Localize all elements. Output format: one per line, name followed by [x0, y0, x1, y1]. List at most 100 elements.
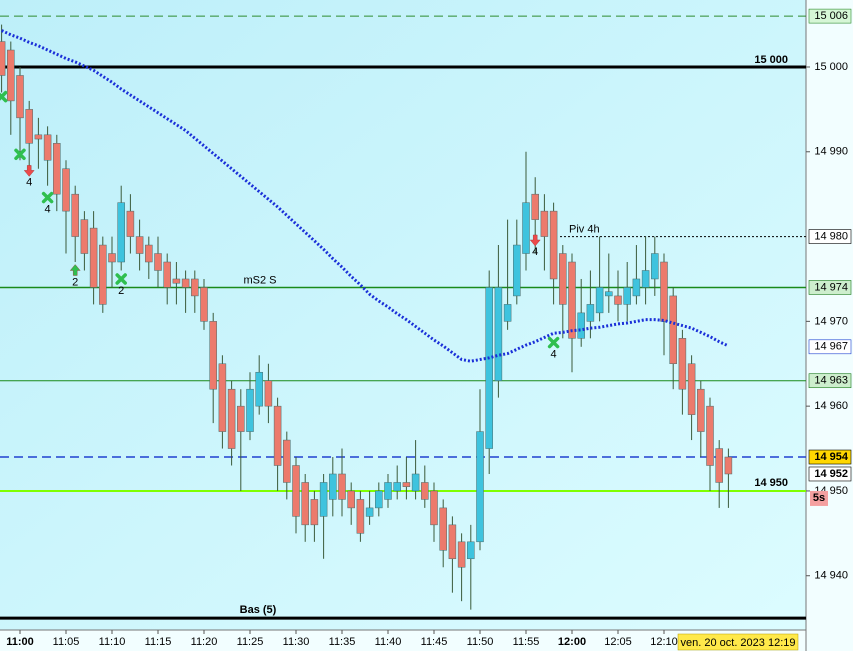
candle-body: [448, 524, 457, 560]
candle-body: [264, 380, 273, 407]
x-tick-label: 12:05: [604, 636, 632, 648]
candle-body: [200, 287, 208, 322]
candle-body: [411, 473, 420, 492]
candle-body: [623, 287, 631, 305]
candle-body: [614, 295, 622, 305]
signal-cross: [14, 148, 26, 161]
price-box-label: 15 006: [814, 10, 848, 22]
candle-body: [191, 278, 199, 297]
candle-body: [375, 490, 383, 509]
signal-label: 4: [532, 246, 538, 258]
level-label: Bas (5): [240, 604, 277, 616]
candle-body: [697, 388, 705, 432]
candle-body: [660, 261, 668, 322]
y-tick-label: 14 960: [814, 400, 848, 412]
candle-body: [641, 270, 650, 288]
candle-body: [181, 278, 190, 288]
signal-cross: [0, 90, 8, 103]
timestamp-box: [677, 633, 799, 651]
candle-body: [209, 321, 217, 390]
x-tick-label: 11:55: [513, 636, 540, 648]
price-box-label: 14 954: [814, 451, 849, 463]
candle-body: [117, 202, 125, 263]
signal-label: 4: [45, 203, 51, 215]
time-axis: [0, 630, 806, 651]
price-box-label: 14 967: [814, 341, 848, 353]
candle-body: [53, 143, 61, 195]
price-box: [808, 229, 852, 244]
candle-body: [586, 304, 595, 322]
candle-body: [706, 405, 714, 466]
signal-label: 4: [551, 348, 557, 360]
signal-label: 4: [26, 176, 32, 188]
candle-body: [577, 312, 585, 339]
candle-body: [568, 261, 576, 339]
candle-body: [34, 134, 43, 140]
candle-body: [393, 482, 401, 492]
price-box-label: 14 974: [814, 281, 848, 293]
timer: 5s: [813, 492, 825, 504]
x-tick-label: 11:50: [467, 636, 494, 648]
candle-body: [347, 490, 355, 509]
x-tick-label: 11:00: [6, 636, 34, 648]
candle-body: [651, 253, 659, 280]
candle-body: [108, 253, 116, 263]
candle-body: [319, 482, 328, 517]
price-box: [808, 466, 852, 482]
candle-body: [476, 431, 484, 543]
price-box-label: 14 980: [814, 230, 848, 242]
x-tick-label: 11:15: [145, 636, 172, 648]
candle-body: [531, 193, 539, 220]
candle-body: [43, 134, 52, 161]
candle-body: [80, 219, 89, 254]
candle-body: [457, 541, 466, 568]
signal-cross: [547, 336, 560, 349]
candle-body: [310, 499, 319, 526]
candle-body: [678, 338, 687, 390]
candle-body: [7, 49, 15, 102]
candle-body: [283, 439, 291, 483]
candle-body: [338, 473, 346, 500]
moving-average: [0, 29, 730, 363]
candle-body: [135, 236, 144, 254]
x-tick-label: 11:05: [53, 636, 80, 648]
y-tick-label: 14 990: [814, 146, 848, 158]
signal-label: 2: [72, 276, 78, 288]
signal-cross: [41, 191, 54, 204]
y-tick-label: 15 000: [814, 61, 848, 73]
level-label: 15 000: [754, 54, 788, 66]
candle-body: [62, 168, 70, 212]
candle-body: [522, 202, 530, 254]
candle-body: [559, 253, 567, 305]
signal-cross: [115, 273, 127, 285]
signal-arrow: [69, 264, 81, 276]
candle-body: [384, 482, 392, 500]
candle-body: [430, 490, 438, 526]
candle-body: [605, 291, 613, 297]
x-tick-label: 11:10: [99, 636, 126, 648]
x-tick-label: 11:20: [191, 636, 218, 648]
candle-body: [715, 448, 723, 483]
candle-body: [273, 405, 282, 466]
candle-body: [25, 109, 33, 144]
candle-body: [99, 244, 107, 305]
x-tick-label: 12:00: [558, 636, 586, 648]
candle-body: [687, 363, 696, 415]
candle-body: [669, 295, 677, 365]
candle-body: [439, 507, 447, 551]
candle-body: [503, 304, 512, 322]
signal-arrow: [529, 234, 541, 247]
candle-body: [227, 388, 236, 449]
x-tick-label: 11:35: [329, 636, 356, 648]
price-box: [808, 339, 852, 355]
candle-body: [549, 210, 558, 280]
price-box: [808, 449, 852, 465]
signal-arrow: [23, 165, 35, 177]
candle-body: [595, 287, 604, 314]
candle-body: [145, 244, 153, 263]
x-tick-label: 12:10: [650, 636, 678, 648]
signal-label: 2: [118, 285, 124, 297]
y-tick-label: 14 940: [814, 570, 848, 582]
x-tick-label: 11:40: [375, 636, 402, 648]
x-tick-label: 11:25: [237, 636, 264, 648]
